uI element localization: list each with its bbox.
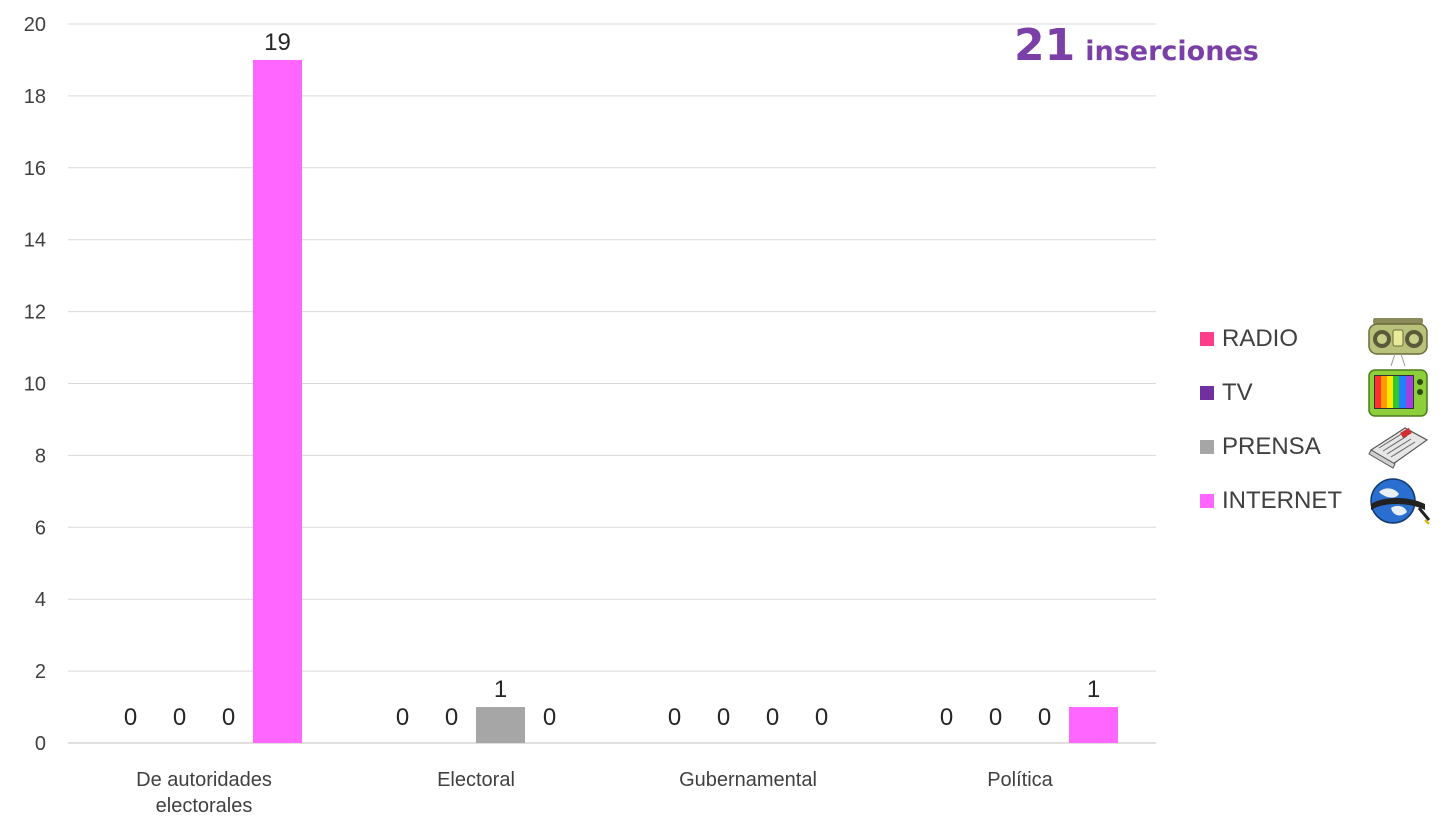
bar-internet <box>253 59 302 743</box>
y-tick-label: 14 <box>24 230 46 252</box>
legend-label-internet: INTERNET <box>1222 487 1342 514</box>
bar-internet <box>1069 707 1118 743</box>
data-label: 0 <box>717 704 730 731</box>
data-label: 0 <box>543 704 556 731</box>
data-label: 0 <box>173 704 186 731</box>
y-tick-label: 20 <box>24 14 46 36</box>
x-category-label: Electoral <box>437 769 515 791</box>
globe-cable-icon <box>1370 478 1431 525</box>
data-label: 0 <box>1038 704 1051 731</box>
legend-item-prensa: PRENSA <box>1200 420 1429 474</box>
legend-swatch-tv <box>1200 386 1214 400</box>
total-insertions-number: 21 <box>1014 20 1076 71</box>
y-tick-label: 12 <box>24 302 46 324</box>
boombox-radio-icon <box>1368 318 1428 366</box>
y-tick-label: 6 <box>35 517 46 539</box>
chart-legend: RADIO TV PRENSA <box>1200 312 1431 528</box>
y-tick-label: 16 <box>24 158 46 180</box>
total-insertions-word: inserciones <box>1085 36 1259 67</box>
data-label: 0 <box>124 704 137 731</box>
television-icon <box>1368 369 1428 417</box>
data-label: 0 <box>766 704 779 731</box>
y-tick-label: 18 <box>24 86 46 108</box>
data-label: 0 <box>940 704 953 731</box>
data-label: 1 <box>1087 676 1100 703</box>
newspaper-icon <box>1368 427 1429 469</box>
legend-item-radio: RADIO <box>1200 312 1428 366</box>
total-insertions-label: 21 inserciones <box>1014 20 1259 71</box>
legend-item-tv: TV <box>1200 366 1428 420</box>
data-label: 1 <box>494 676 507 703</box>
bar-prensa <box>476 707 525 743</box>
y-tick-label: 4 <box>35 589 46 611</box>
legend-label-radio: RADIO <box>1222 325 1299 352</box>
x-category-label: Gubernamental <box>679 769 817 791</box>
legend-label-prensa: PRENSA <box>1222 433 1321 460</box>
data-label: 0 <box>445 704 458 731</box>
data-label: 0 <box>396 704 409 731</box>
data-label: 19 <box>264 29 291 56</box>
y-tick-label: 0 <box>35 733 46 755</box>
y-tick-label: 8 <box>35 445 46 467</box>
data-label: 0 <box>668 704 681 731</box>
data-label: 0 <box>222 704 235 731</box>
data-label: 0 <box>815 704 828 731</box>
legend-label-tv: TV <box>1222 379 1253 406</box>
legend-swatch-prensa <box>1200 440 1214 454</box>
legend-swatch-internet <box>1200 494 1214 508</box>
legend-swatch-radio <box>1200 332 1214 346</box>
y-tick-label: 2 <box>35 661 46 683</box>
x-category-label: De autoridades electorales <box>136 769 272 817</box>
x-category-label: Política <box>987 769 1053 791</box>
data-label: 0 <box>989 704 1002 731</box>
legend-item-internet: INTERNET <box>1200 474 1431 528</box>
y-tick-label: 10 <box>24 374 46 396</box>
